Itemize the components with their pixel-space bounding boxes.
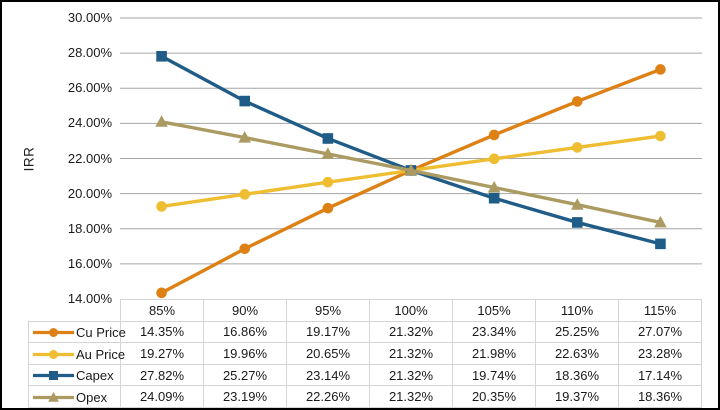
column-header: 85%	[120, 299, 204, 322]
table-cell: 21.98%	[452, 342, 536, 365]
column-header: 105%	[452, 299, 536, 322]
series-marker-au-price	[655, 130, 666, 142]
table-cell: 19.74%	[452, 363, 536, 387]
series-marker-opex	[155, 115, 168, 127]
legend-key-circle-icon	[33, 349, 74, 359]
table-cell: 19.17%	[286, 320, 370, 344]
table-cell: 19.27%	[120, 342, 204, 365]
table-row: Cu Price 14.35% 16.86% 19.17% 21.32% 23.34% 25…	[28, 320, 702, 344]
legend-key-square-icon	[33, 371, 74, 381]
column-header: 100%	[369, 299, 453, 322]
table-cell: 23.28%	[618, 342, 702, 365]
column-header: 90%	[203, 299, 287, 322]
series-marker-au-price	[405, 165, 417, 176]
table-cell: 19.96%	[203, 342, 287, 365]
series-marker-opex	[238, 131, 252, 143]
table-row: Opex 24.09% 23.19% 22.26% 21.32% 20.35% 19.37%…	[28, 385, 702, 408]
table-cell: 23.34%	[452, 320, 536, 344]
series-marker-capex	[156, 50, 167, 62]
series-marker-cu-price	[239, 243, 251, 255]
legend-marker	[48, 327, 59, 337]
legend-key-circle-icon	[33, 327, 74, 337]
series-marker-cu-price	[488, 129, 500, 141]
table-cell: 22.63%	[535, 342, 619, 365]
series-line-opex	[161, 120, 661, 225]
table-cell: 20.65%	[286, 342, 370, 365]
legend-cell: Opex	[28, 385, 121, 408]
y-tick-label: 28.00%	[67, 45, 112, 61]
column-header: 110%	[535, 299, 619, 322]
series-line-capex	[160, 54, 661, 246]
legend-marker	[48, 391, 59, 402]
table-cell: 21.32%	[369, 385, 453, 408]
table-cell: 25.27%	[203, 363, 287, 387]
data-table: 85% 90% 95% 100% 105% 110% 115% Cu Price 14.35% 1…	[28, 299, 702, 408]
column-header: 95%	[286, 299, 370, 322]
table-cell: 16.86%	[203, 320, 287, 344]
series-marker-opex	[487, 180, 501, 193]
y-tick-label: 26.00%	[67, 80, 112, 96]
series-marker-au-price	[239, 189, 251, 200]
table-cell: 23.14%	[286, 363, 370, 387]
series-marker-au-price	[571, 142, 583, 153]
table-row: Au Price 19.27% 19.96% 20.65% 21.32% 21.98% 22…	[28, 342, 702, 365]
series-marker-opex	[404, 163, 418, 176]
y-tick-label: 20.00%	[67, 185, 112, 201]
series-marker-au-price	[156, 201, 167, 212]
table-cell: 21.32%	[369, 320, 453, 344]
table-cell: 25.25%	[535, 320, 619, 344]
legend-marker	[48, 371, 59, 381]
legend-label: Au Price	[76, 346, 126, 362]
table-cell: 14.35%	[120, 320, 204, 344]
table-cell: 23.19%	[203, 385, 287, 408]
legend-cell: Capex	[28, 363, 121, 387]
legend-label: Cu Price	[76, 324, 126, 340]
series-marker-capex	[488, 192, 500, 204]
legend-cell: Cu Price	[28, 320, 126, 344]
legend-label: Capex	[76, 368, 114, 384]
y-tick-label: 30.00%	[67, 10, 112, 25]
table-cell: 18.36%	[535, 363, 619, 387]
series-marker-capex	[239, 95, 251, 107]
table-cell: 18.36%	[618, 385, 702, 408]
column-header: 115%	[618, 299, 702, 322]
series-marker-capex	[571, 217, 583, 228]
series-marker-au-price	[488, 153, 500, 165]
series-line-au-price	[161, 134, 661, 209]
y-tick-label: 24.00%	[67, 115, 112, 131]
series-marker-opex	[654, 215, 667, 228]
series-marker-cu-price	[571, 96, 583, 107]
legend-key-triangle-icon	[33, 391, 74, 402]
legend-marker	[48, 349, 59, 359]
series-marker-opex	[570, 198, 584, 210]
y-axis: 30.00% 28.00% 26.00% 24.00% 22.00% 20.00% 18.0…	[0, 0, 112, 410]
table-cell: 27.82%	[120, 363, 204, 387]
series-marker-cu-price	[322, 202, 334, 214]
y-tick-label: 18.00%	[67, 220, 112, 236]
series-marker-capex	[322, 133, 334, 144]
legend-label: Opex	[76, 389, 108, 405]
table-cell: 21.32%	[369, 342, 453, 365]
table-cell: 22.26%	[286, 385, 370, 408]
table-cell: 27.07%	[618, 320, 702, 344]
table-cell: 20.35%	[452, 385, 536, 408]
series-line-cu-price	[160, 67, 662, 295]
series-marker-cu-price	[156, 287, 167, 299]
series-marker-opex	[321, 147, 335, 159]
y-tick-label: 16.00%	[67, 255, 112, 271]
y-tick-label: 14.00%	[67, 291, 112, 306]
table-cell: 24.09%	[120, 385, 204, 408]
table-cell: 19.37%	[535, 385, 619, 408]
series-marker-capex	[655, 238, 666, 250]
table-row: Capex 27.82% 25.27% 23.14% 21.32% 19.74% 18.36…	[28, 363, 702, 387]
series-marker-au-price	[322, 176, 334, 188]
series-marker-capex	[405, 165, 417, 176]
table-cell: 17.14%	[618, 363, 702, 387]
table-header-row: 85% 90% 95% 100% 105% 110% 115%	[29, 299, 702, 322]
series-marker-cu-price	[405, 165, 417, 176]
y-tick-label: 22.00%	[67, 150, 112, 166]
series-marker-cu-price	[655, 64, 666, 75]
table-cell: 21.32%	[369, 363, 453, 387]
